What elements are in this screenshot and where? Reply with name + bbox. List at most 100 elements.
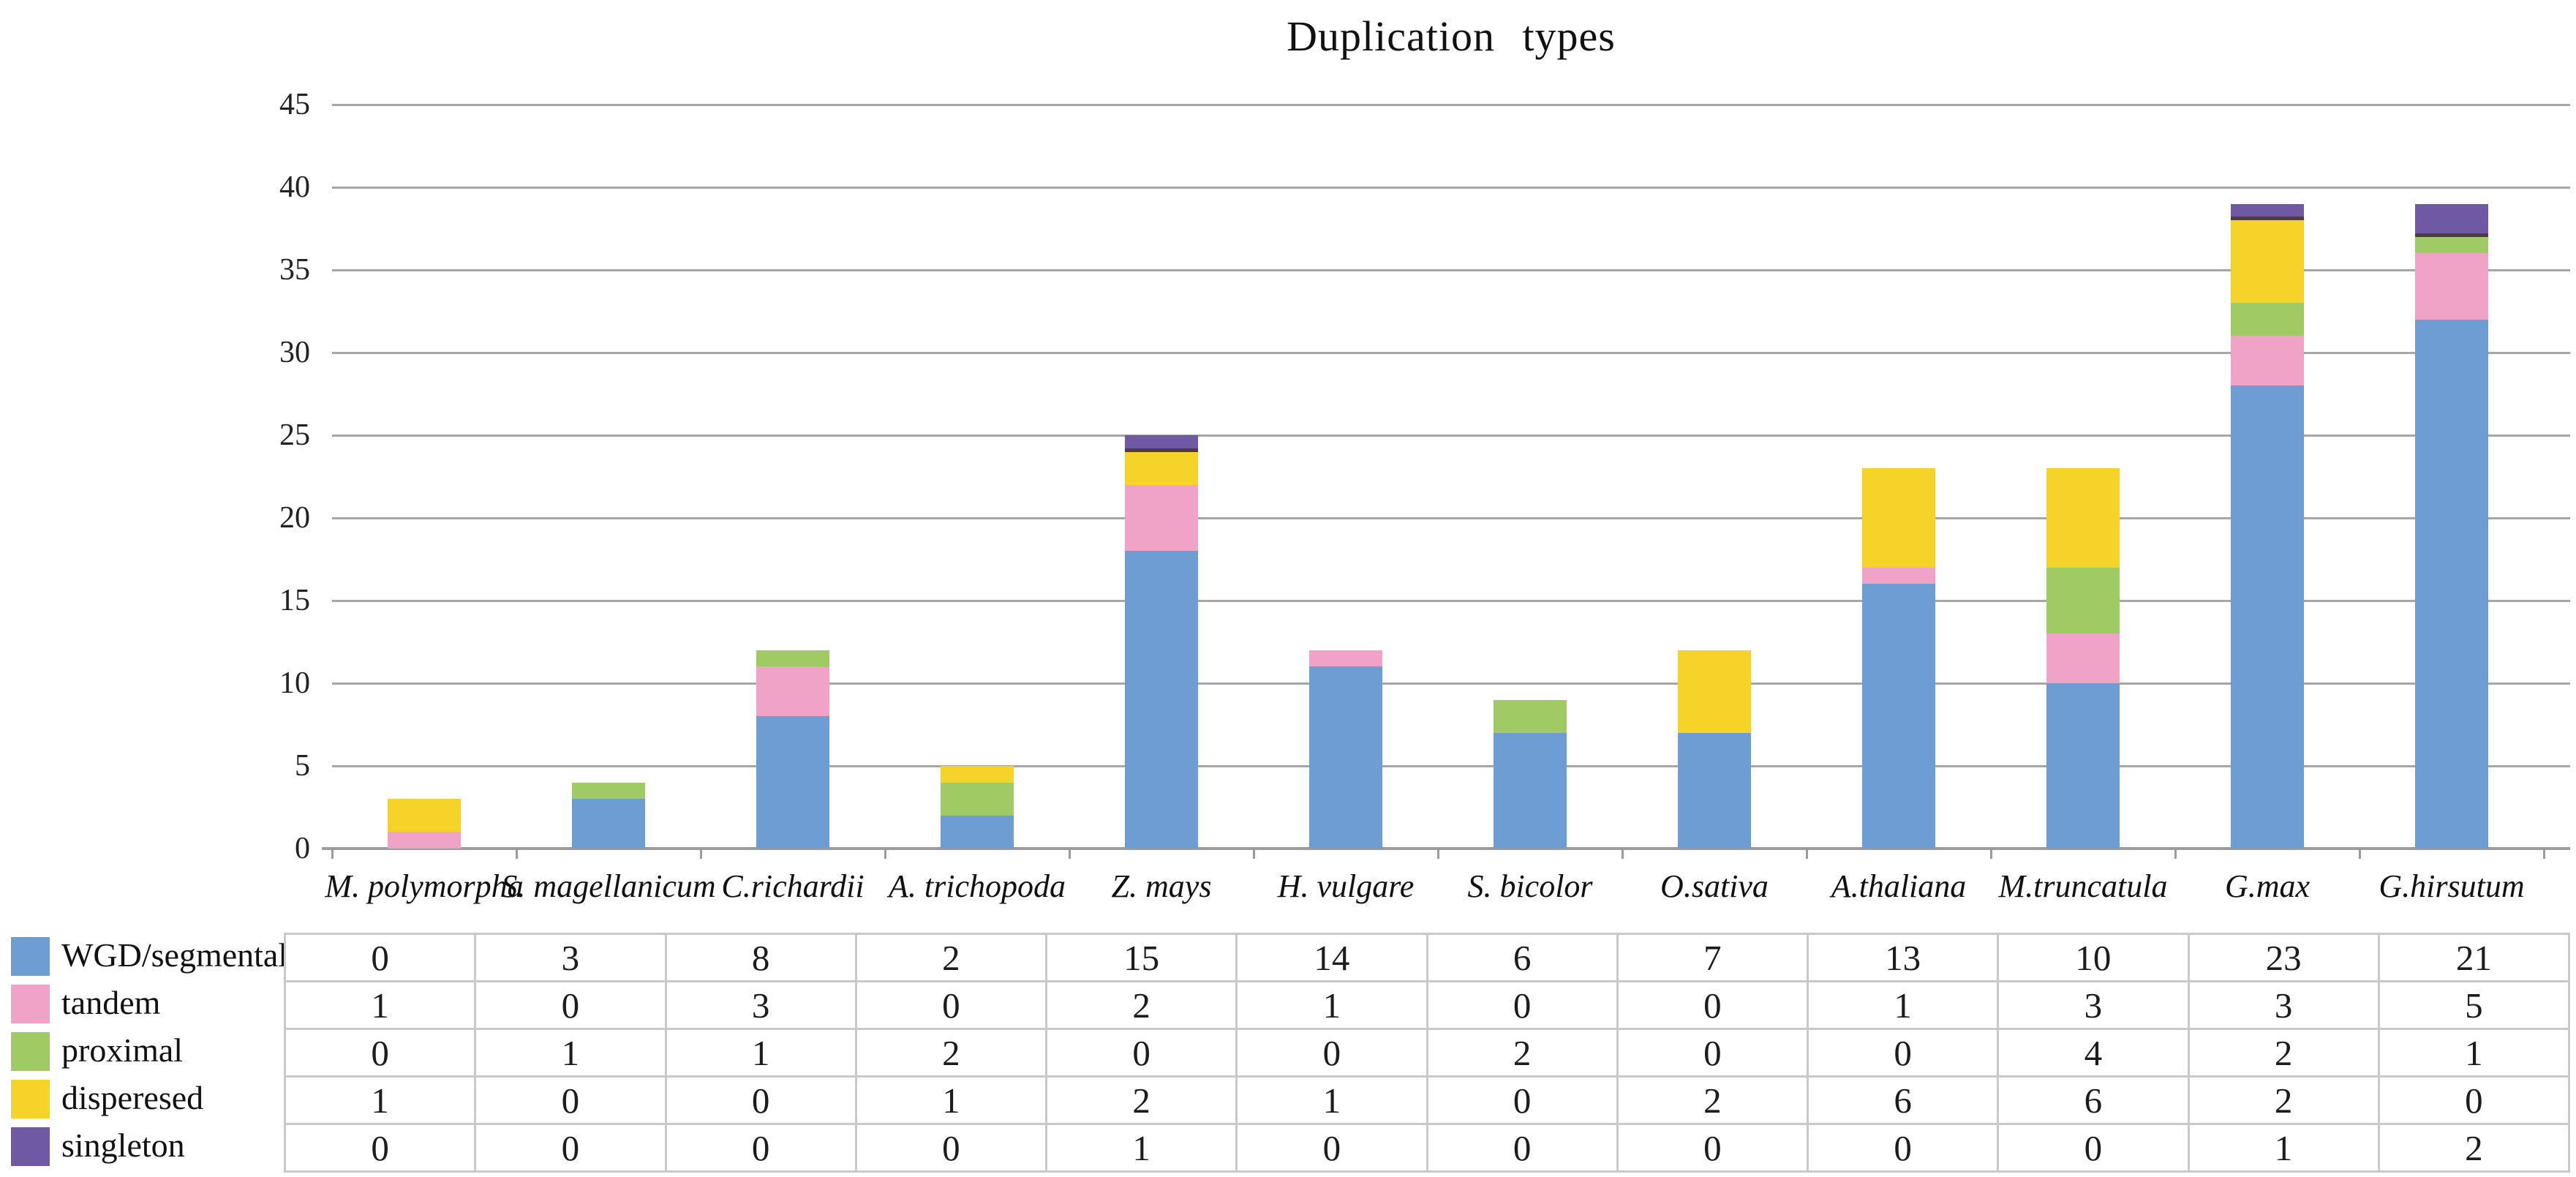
- gridline: [332, 351, 2570, 354]
- table-cell: 1: [854, 1075, 1048, 1125]
- x-category-label: H. vulgare: [1277, 868, 1415, 904]
- table-cell: 3: [2187, 980, 2380, 1030]
- bar-segment: [1125, 435, 1198, 452]
- table-cell: 0: [1235, 1123, 1428, 1173]
- table-cell: 6: [1806, 1075, 2000, 1125]
- table-cell: 10: [1997, 933, 2190, 982]
- x-axis-tick: [884, 849, 886, 859]
- data-table: 0 3 8 2 15 14 6 7 13 10 23 21 1 0 3 0 2 1 0 0 1 3 3 5 0 1 1 2 0 0 2 0 0 4…: [283, 933, 2571, 1173]
- table-cell: 1: [2377, 1028, 2571, 1078]
- x-axis-tick: [1990, 849, 1992, 859]
- bar-segment: [2415, 203, 2488, 237]
- bar-segment: [388, 832, 461, 849]
- x-axis-tick: [2174, 849, 2177, 859]
- bar-segment: [1309, 650, 1382, 667]
- x-axis-tick: [1437, 849, 1439, 859]
- bar-segment: [941, 766, 1014, 783]
- gridline: [332, 599, 2570, 602]
- y-tick-label: 15: [279, 584, 310, 617]
- y-tick-label: 30: [279, 336, 310, 369]
- legend-swatch: [11, 1080, 50, 1118]
- table-cell: 2: [854, 933, 1048, 982]
- table-cell: 0: [854, 1123, 1048, 1173]
- gridline: [332, 186, 2570, 189]
- bar-segment: [2415, 253, 2488, 320]
- table-cell: 0: [1616, 980, 1809, 1030]
- gridline: [332, 103, 2570, 106]
- bar-segment: [756, 650, 829, 667]
- table-cell: 0: [1044, 1028, 1238, 1078]
- legend-item: WGD/segmental: [0, 933, 287, 980]
- bar-segment: [2231, 386, 2304, 849]
- bar-segment: [1125, 451, 1198, 485]
- bar-segment: [1125, 551, 1198, 849]
- gridline: [332, 516, 2570, 519]
- x-category-label: M. polymorpha: [325, 868, 524, 904]
- bar-segment: [2415, 319, 2488, 849]
- table-cell: 4: [1997, 1028, 2190, 1078]
- table-row: 0 3 8 2 15 14 6 7 13 10 23 21: [283, 933, 2571, 982]
- bar-segment: [1678, 650, 1751, 733]
- table-cell: 2: [1426, 1028, 1619, 1078]
- x-category-label: G.hirsutum: [2379, 868, 2525, 904]
- table-cell: 0: [664, 1075, 857, 1125]
- x-category-label: O.sativa: [1660, 868, 1769, 904]
- table-cell: 2: [1044, 980, 1238, 1030]
- bar-segment: [1125, 484, 1198, 552]
- x-category-label: M.truncatula: [1998, 868, 2168, 904]
- gridline: [332, 268, 2570, 271]
- table-cell: 0: [474, 980, 667, 1030]
- table-cell: 1: [1806, 980, 2000, 1030]
- gridline: [332, 764, 2570, 767]
- table-cell: 0: [1426, 1075, 1619, 1125]
- table-cell: 5: [2377, 980, 2571, 1030]
- legend-swatch: [11, 937, 50, 976]
- table-cell: 1: [283, 1075, 477, 1125]
- gridline: [332, 434, 2570, 437]
- table-cell: 8: [664, 933, 857, 982]
- bar-segment: [1678, 732, 1751, 849]
- bar-segment: [2231, 220, 2304, 304]
- y-tick-label: 45: [279, 88, 310, 121]
- x-axis-tick: [700, 849, 702, 859]
- bar-segment: [2046, 633, 2120, 683]
- table-cell: 0: [854, 980, 1048, 1030]
- bar-segment: [2046, 567, 2120, 634]
- x-category-label: S. magellanicum: [501, 868, 716, 904]
- bar-segment: [2231, 203, 2304, 221]
- table-cell: 23: [2187, 933, 2380, 982]
- table-cell: 2: [1616, 1075, 1809, 1125]
- y-tick-label: 25: [279, 418, 310, 452]
- legend-label: tandem: [61, 984, 161, 1021]
- bar-segment: [2231, 303, 2304, 336]
- x-axis-tick: [1806, 849, 1808, 859]
- table-cell: 0: [474, 1075, 667, 1125]
- x-axis-tick: [331, 849, 334, 859]
- x-axis-tick: [1622, 849, 1624, 859]
- table-cell: 1: [1044, 1123, 1238, 1173]
- table-cell: 2: [2187, 1028, 2380, 1078]
- y-tick-label: 35: [279, 253, 310, 287]
- x-axis-tick: [1253, 849, 1255, 859]
- x-category-label: S. bicolor: [1467, 868, 1593, 904]
- table-cell: 1: [474, 1028, 667, 1078]
- table-cell: 1: [1235, 1075, 1428, 1125]
- bar-segment: [2231, 336, 2304, 386]
- table-cell: 0: [1997, 1123, 2190, 1173]
- bar-segment: [572, 782, 645, 800]
- legend-swatch: [11, 1032, 50, 1071]
- bar-segment: [941, 815, 1014, 849]
- table-cell: 1: [664, 1028, 857, 1078]
- table-cell: 21: [2377, 933, 2571, 982]
- legend-swatch: [11, 1127, 50, 1166]
- table-cell: 14: [1235, 933, 1428, 982]
- table-cell: 2: [854, 1028, 1048, 1078]
- table-cell: 0: [664, 1123, 857, 1173]
- legend-label: disperesed: [61, 1079, 204, 1116]
- bar-segment: [1309, 666, 1382, 849]
- table-cell: 0: [2377, 1075, 2571, 1125]
- table-cell: 0: [283, 933, 477, 982]
- table-cell: 3: [1997, 980, 2190, 1030]
